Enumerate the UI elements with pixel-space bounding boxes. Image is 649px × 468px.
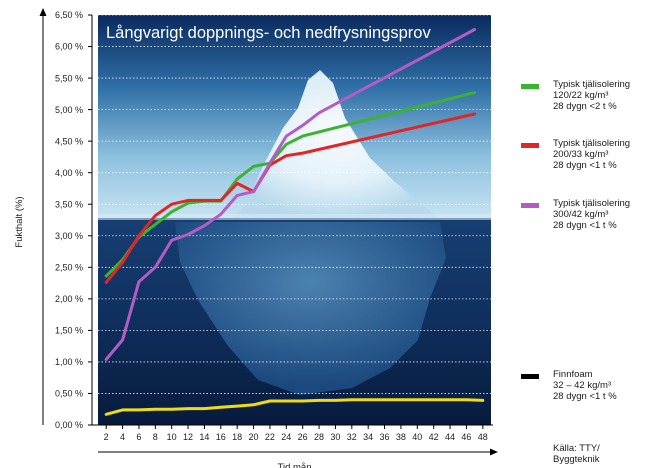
x-tick-label: 12: [183, 432, 193, 442]
legend-label: Typisk tjälisolering: [553, 198, 630, 209]
y-tick-label: 2,50 %: [55, 263, 83, 273]
x-tick-label: 18: [232, 432, 242, 442]
plot-background: [98, 15, 491, 425]
y-tick-label: 1,00 %: [55, 357, 83, 367]
source-line-2: Byggteknik: [553, 454, 600, 465]
data-series: [104, 28, 485, 416]
x-tick-label: 14: [199, 432, 209, 442]
source-note: Källa: TTY/ Byggteknik: [553, 443, 600, 465]
x-tick-label: 38: [396, 432, 406, 442]
y-tick-label: 3,50 %: [55, 199, 83, 209]
x-tick-label: 42: [429, 432, 439, 442]
source-line-1: Källa: TTY/: [553, 443, 600, 454]
x-tick-label: 26: [298, 432, 308, 442]
x-tick-label: 6: [136, 432, 141, 442]
axes: 0,00 % 0,50 % 1,00 % 1,50 % 2,00 % 2,50 % 3,00…: [39, 8, 498, 468]
x-tick-label: 32: [347, 432, 357, 442]
x-axis-label: Tid mån: [278, 462, 312, 468]
x-tick-label: 34: [363, 432, 373, 442]
y-tick-label: 0,50 %: [55, 389, 83, 399]
series-line-4: [104, 398, 485, 416]
x-tick-label: 48: [478, 432, 488, 442]
legend-swatch: [521, 374, 539, 379]
series-line-2: [104, 112, 477, 284]
y-tick-label: 6,50 %: [55, 10, 83, 20]
legend-label: 28 dygn <2 t %: [553, 101, 617, 112]
y-tick-label: 1,50 %: [55, 326, 83, 336]
x-tick-label: 22: [265, 432, 275, 442]
legend-label: 28 dygn <1 t %: [553, 391, 617, 402]
y-axis-arrow-icon: [39, 8, 47, 16]
legend-label: 28 dygn <1 t %: [553, 220, 617, 231]
x-tick-label: 20: [249, 432, 259, 442]
iceberg-tip: [232, 70, 438, 218]
x-tick-label: 44: [445, 432, 455, 442]
series-line-3: [104, 28, 477, 361]
x-tick-label: 24: [281, 432, 291, 442]
x-tick-label: 2: [104, 432, 109, 442]
x-tick-label: 30: [330, 432, 340, 442]
legend-label: Typisk tjälisolering: [553, 138, 630, 149]
legend-label: 120/22 kg/m³: [553, 90, 608, 101]
legend-label: 200/33 kg/m³: [553, 149, 608, 160]
y-tick-label: 3,00 %: [55, 231, 83, 241]
x-tick-label: 8: [153, 432, 158, 442]
x-tick-label: 46: [461, 432, 471, 442]
legend-label: 32 – 42 kg/m³: [553, 380, 611, 391]
legend-swatch: [521, 203, 539, 208]
x-tick-label: 10: [167, 432, 177, 442]
y-tick-label: 4,00 %: [55, 168, 83, 178]
legend-label: 28 dygn <1 t %: [553, 160, 617, 171]
x-axis-arrow-icon: [490, 448, 498, 456]
chart-title: Långvarigt doppnings- och nedfrysningspr…: [106, 24, 431, 42]
legend-label: 300/42 kg/m³: [553, 209, 608, 220]
y-tick-label: 5,00 %: [55, 105, 83, 115]
y-tick-label: 4,50 %: [55, 136, 83, 146]
x-tick-label: 4: [120, 432, 125, 442]
legend-swatch: [521, 143, 539, 148]
y-axis-label: Fukthalt (%): [14, 196, 25, 247]
legend-label: Typisk tjälisolering: [553, 79, 630, 90]
y-tick-label: 0,00 %: [55, 420, 83, 430]
y-tick-label: 6,00 %: [55, 42, 83, 52]
y-tick-label: 2,00 %: [55, 294, 83, 304]
y-tick-label: 5,50 %: [55, 73, 83, 83]
iceberg-underwater: [175, 222, 446, 395]
legend-label: Finnfoam: [553, 369, 593, 380]
x-tick-label: 28: [314, 432, 324, 442]
x-tick-label: 40: [412, 432, 422, 442]
x-tick-label: 36: [380, 432, 390, 442]
x-tick-label: 16: [216, 432, 226, 442]
legend-swatch: [521, 84, 539, 89]
